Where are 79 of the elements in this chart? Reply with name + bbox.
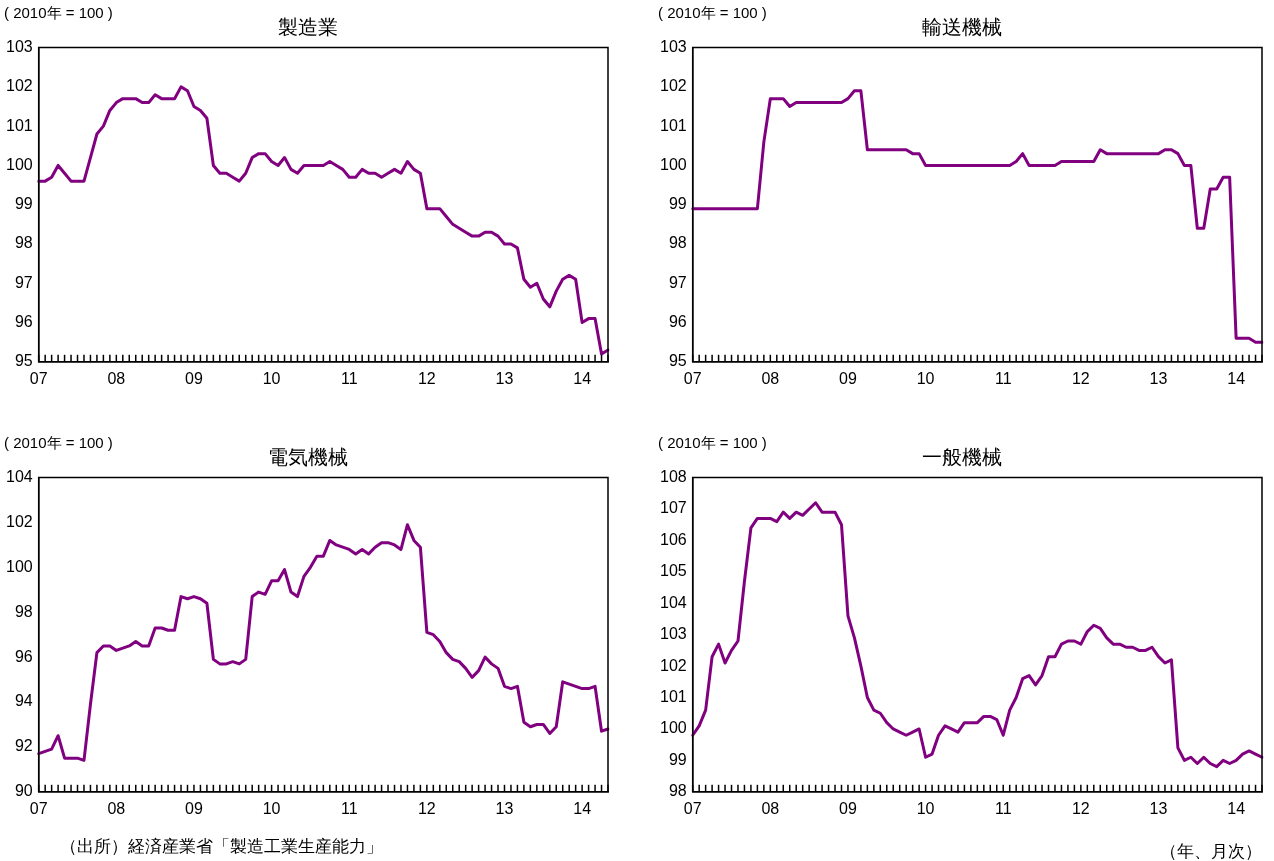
x-tick-label: 10 <box>916 799 935 817</box>
chart-title: 一般機械 <box>922 446 1002 468</box>
y-tick-label: 92 <box>14 737 33 755</box>
y-tick-label: 103 <box>659 625 687 643</box>
y-tick-label: 96 <box>668 312 687 330</box>
y-tick-label: 102 <box>5 512 33 530</box>
y-tick-label: 97 <box>14 273 33 291</box>
y-axis-title: ( 2010年 = 100 ) <box>658 4 767 23</box>
x-tick-label: 07 <box>683 369 702 387</box>
y-tick-label: 100 <box>659 155 687 173</box>
y-tick-label: 95 <box>668 352 687 370</box>
x-tick-label: 09 <box>839 369 857 387</box>
y-tick-label: 103 <box>5 38 33 56</box>
x-tick-label: 12 <box>417 799 436 817</box>
y-tick-label: 102 <box>659 77 687 95</box>
x-tick-label: 10 <box>916 369 935 387</box>
x-tick-label: 08 <box>761 369 780 387</box>
y-tick-label: 90 <box>14 782 33 800</box>
x-tick-label: 13 <box>1149 369 1168 387</box>
y-tick-label: 106 <box>659 530 687 548</box>
y-axis-title: ( 2010年 = 100 ) <box>4 434 113 453</box>
y-tick-label: 103 <box>659 38 687 56</box>
y-tick-label: 95 <box>14 352 33 370</box>
y-tick-label: 102 <box>5 77 33 95</box>
y-tick-label: 104 <box>5 468 33 486</box>
y-tick-label: 98 <box>668 782 687 800</box>
y-tick-label: 104 <box>659 593 687 611</box>
y-tick-label: 99 <box>14 195 33 213</box>
y-tick-label: 98 <box>14 234 33 252</box>
y-tick-label: 102 <box>659 656 687 674</box>
x-tick-label: 08 <box>107 799 126 817</box>
x-tick-label: 12 <box>1071 369 1090 387</box>
x-tick-label: 08 <box>761 799 780 817</box>
x-tick-label: 14 <box>573 799 592 817</box>
x-tick-label: 09 <box>839 799 857 817</box>
x-tick-label: 11 <box>340 369 358 387</box>
x-tick-label: 11 <box>994 799 1012 817</box>
x-axis-title: （年、月次） <box>1160 841 1262 861</box>
text: （出所）経済産業省「製造工業生産能力」 <box>60 836 383 858</box>
x-tick-label: 13 <box>495 369 514 387</box>
x-tick-label: 09 <box>185 799 203 817</box>
y-axis-title: ( 2010年 = 100 ) <box>4 4 113 23</box>
y-tick-label: 101 <box>659 687 687 705</box>
y-tick-label: 99 <box>668 750 687 768</box>
y-tick-label: 101 <box>5 116 33 134</box>
x-tick-label: 12 <box>1071 799 1090 817</box>
y-tick-label: 101 <box>659 116 687 134</box>
y-tick-label: 100 <box>5 155 33 173</box>
y-tick-label: 98 <box>668 234 687 252</box>
x-tick-label: 12 <box>417 369 436 387</box>
y-tick-label: 100 <box>5 557 33 575</box>
x-tick-label: 08 <box>107 369 126 387</box>
x-tick-label: 11 <box>994 369 1012 387</box>
y-tick-label: 105 <box>659 562 687 580</box>
x-tick-label: 13 <box>495 799 514 817</box>
x-tick-label: 10 <box>262 369 281 387</box>
chart-title: 電気機械 <box>268 446 348 468</box>
y-tick-label: 98 <box>14 602 33 620</box>
y-axis-title: ( 2010年 = 100 ) <box>658 434 767 453</box>
x-tick-label: 07 <box>29 369 48 387</box>
y-tick-label: 99 <box>668 195 687 213</box>
x-tick-label: 10 <box>262 799 281 817</box>
y-tick-label: 108 <box>659 468 687 486</box>
x-tick-label: 14 <box>1227 799 1246 817</box>
x-tick-label: 09 <box>185 369 203 387</box>
y-tick-label: 100 <box>659 719 687 737</box>
x-tick-label: 14 <box>573 369 592 387</box>
x-tick-label: 13 <box>1149 799 1168 817</box>
y-tick-label: 97 <box>668 273 687 291</box>
y-tick-label: 94 <box>14 692 33 710</box>
chart-title: 輸送機械 <box>922 16 1002 38</box>
x-tick-label: 11 <box>340 799 358 817</box>
y-tick-label: 96 <box>14 312 33 330</box>
chart-title: 製造業 <box>278 16 338 38</box>
y-tick-label: 96 <box>14 647 33 665</box>
x-tick-label: 14 <box>1227 369 1246 387</box>
x-tick-label: 07 <box>683 799 702 817</box>
y-tick-label: 107 <box>659 499 687 517</box>
x-tick-label: 07 <box>29 799 48 817</box>
